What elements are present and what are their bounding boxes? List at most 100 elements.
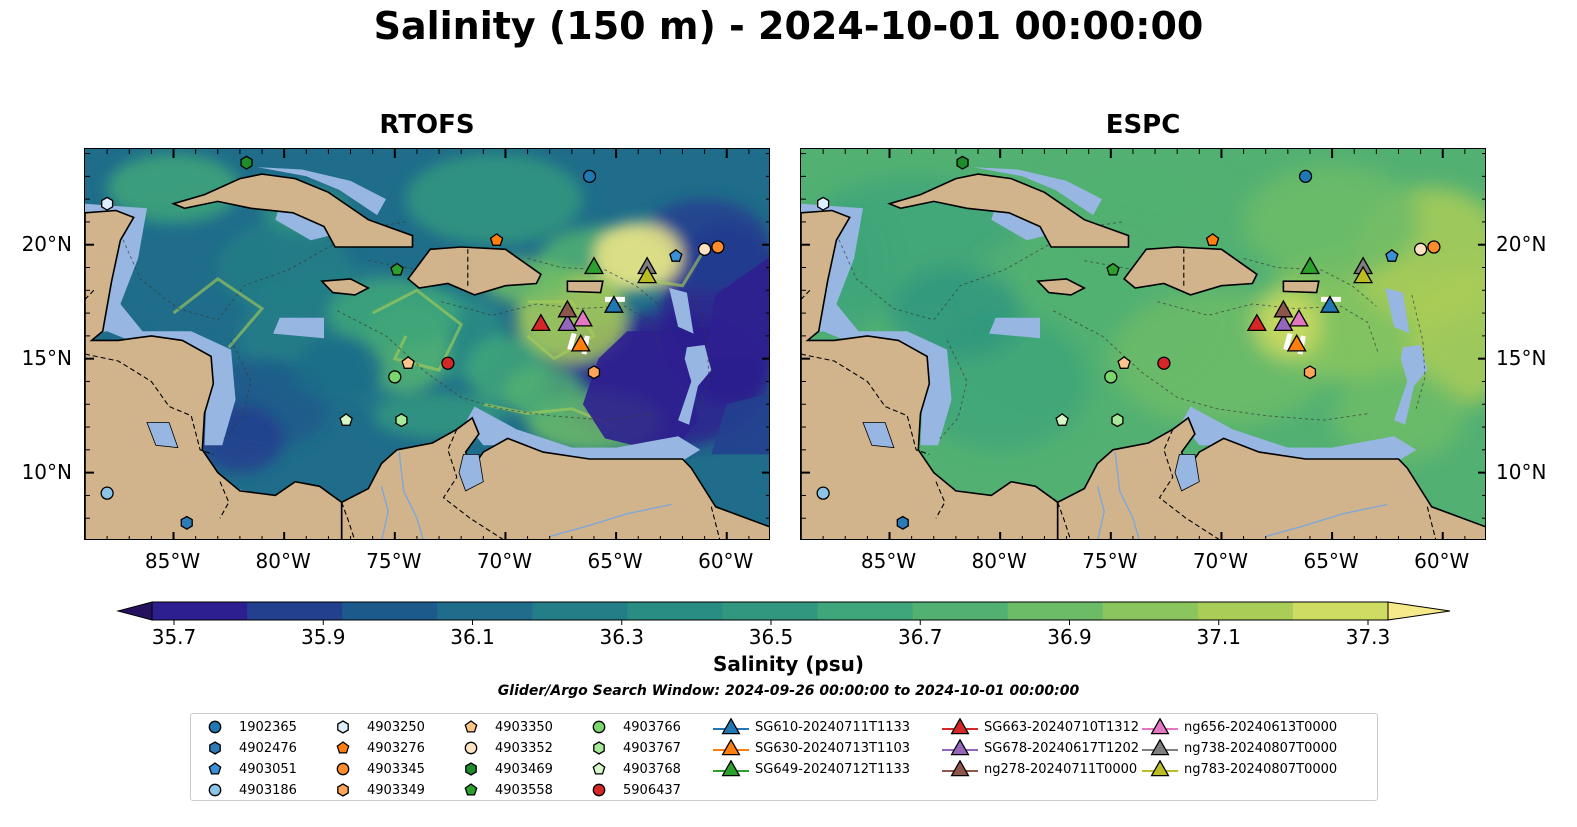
legend-label: 4903767 bbox=[623, 740, 681, 756]
map-panel-rtofs[interactable] bbox=[84, 148, 770, 540]
marker-4903768[interactable] bbox=[339, 413, 353, 426]
marker-4903250[interactable] bbox=[101, 196, 114, 211]
marker-SG630-20240713T1103[interactable] bbox=[1286, 333, 1307, 352]
marker-ng656-20240613T0000[interactable] bbox=[572, 308, 593, 327]
marker-4903345[interactable] bbox=[1427, 240, 1441, 254]
legend-symbol-icon[interactable] bbox=[464, 720, 478, 733]
marker-4903350[interactable] bbox=[1117, 356, 1131, 369]
legend-item: SG610-20240711T1133 bbox=[713, 718, 910, 736]
legend-symbol-icon[interactable] bbox=[1150, 718, 1170, 735]
marker-SG649-20240712T1133[interactable] bbox=[583, 256, 605, 275]
lake bbox=[862, 422, 895, 449]
marker-SG663-20240710T1312[interactable] bbox=[530, 313, 551, 332]
marker-4903276[interactable] bbox=[489, 233, 504, 246]
search-window-text: Glider/Argo Search Window: 2024-09-26 00… bbox=[497, 683, 1080, 699]
legend-symbol-icon[interactable] bbox=[464, 741, 478, 755]
marker-4903766[interactable] bbox=[1104, 370, 1118, 384]
marker-1902365[interactable] bbox=[582, 169, 597, 183]
marker-5906437[interactable] bbox=[1157, 356, 1171, 370]
marker-ng278-20240711T0000[interactable] bbox=[1273, 299, 1294, 318]
legend-symbol-icon[interactable] bbox=[336, 741, 350, 754]
marker-4903767[interactable] bbox=[395, 413, 408, 428]
marker-SG663-20240710T1312[interactable] bbox=[1246, 313, 1267, 332]
country-border bbox=[801, 289, 811, 300]
legend-symbol-icon[interactable] bbox=[337, 783, 349, 797]
legend-symbol-icon[interactable] bbox=[1150, 760, 1170, 777]
marker-SG630-20240713T1103[interactable] bbox=[570, 333, 591, 352]
legend-item: 4903768 bbox=[589, 760, 681, 778]
legend-symbol-icon[interactable] bbox=[337, 720, 349, 734]
legend-symbol-icon[interactable] bbox=[592, 762, 606, 775]
legend-marker-circle-icon bbox=[592, 720, 606, 734]
legend-symbol-icon[interactable] bbox=[593, 741, 605, 755]
isobath-line bbox=[1157, 301, 1380, 355]
legend-symbol-icon[interactable] bbox=[721, 718, 741, 735]
marker-ng783-20240807T0000[interactable] bbox=[1353, 265, 1374, 284]
legend-marker-hexagon-icon bbox=[209, 741, 221, 755]
salinity-field bbox=[107, 153, 769, 473]
marker-4903276[interactable] bbox=[1205, 233, 1220, 246]
marker-4903350[interactable] bbox=[401, 356, 415, 369]
marker-4903352[interactable] bbox=[1413, 242, 1428, 256]
legend-item: SG678-20240617T1202 bbox=[942, 739, 1139, 757]
marker-4903250[interactable] bbox=[817, 196, 830, 211]
marker-4902476[interactable] bbox=[896, 515, 909, 530]
legend-label: 5906437 bbox=[623, 782, 681, 798]
map-panel-espc[interactable] bbox=[800, 148, 1486, 540]
legend-marker-circle-icon bbox=[464, 741, 478, 755]
marker-SG678-20240617T1202[interactable] bbox=[1273, 313, 1294, 332]
marker-ng278-20240711T0000[interactable] bbox=[557, 299, 578, 318]
legend-symbol-icon[interactable] bbox=[1150, 739, 1170, 756]
colorbar-segment bbox=[817, 602, 914, 620]
colorbar-tick-label: 35.7 bbox=[152, 625, 197, 649]
marker-4903051[interactable] bbox=[1385, 248, 1399, 262]
marker-SG610-20240711T1133[interactable] bbox=[1319, 295, 1340, 313]
legend-symbol-icon[interactable] bbox=[208, 783, 222, 797]
marker-4903349[interactable] bbox=[1303, 365, 1317, 380]
marker-5906437[interactable] bbox=[441, 356, 455, 370]
marker-ng783-20240807T0000[interactable] bbox=[637, 265, 658, 284]
marker-4903051[interactable] bbox=[669, 248, 683, 262]
marker-SG649-20240712T1133[interactable] bbox=[1299, 256, 1321, 275]
marker-ng656-20240613T0000[interactable] bbox=[1288, 308, 1309, 327]
legend-symbol-icon[interactable] bbox=[464, 783, 478, 796]
legend-label: 4903186 bbox=[239, 782, 297, 798]
marker-4903469[interactable] bbox=[956, 155, 969, 170]
legend-symbol-icon[interactable] bbox=[950, 760, 970, 777]
marker-4903349[interactable] bbox=[587, 365, 601, 380]
legend-symbol-icon[interactable] bbox=[208, 720, 222, 734]
legend-label: SG630-20240713T1103 bbox=[755, 740, 911, 756]
legend-marker-triangle-icon bbox=[713, 760, 749, 777]
legend-symbol-icon[interactable] bbox=[721, 760, 741, 777]
lat-tick-label-left: 20°N bbox=[21, 231, 72, 256]
marker-4903558[interactable] bbox=[1106, 262, 1120, 276]
marker-4903768[interactable] bbox=[1055, 413, 1069, 426]
legend-symbol-icon[interactable] bbox=[336, 762, 350, 776]
marker-4902476[interactable] bbox=[180, 515, 193, 530]
marker-SG610-20240711T1133[interactable] bbox=[603, 295, 624, 313]
legend-marker-pentagon-icon bbox=[336, 741, 350, 754]
river bbox=[380, 486, 389, 539]
legend-symbol-icon[interactable] bbox=[209, 741, 221, 755]
legend-symbol-icon[interactable] bbox=[721, 739, 741, 756]
legend-symbol-icon[interactable] bbox=[592, 783, 606, 797]
marker-4903558[interactable] bbox=[390, 262, 404, 276]
isobath-line bbox=[441, 301, 664, 355]
salinity-field bbox=[801, 153, 1485, 462]
marker-SG678-20240617T1202[interactable] bbox=[557, 313, 578, 332]
marker-4903352[interactable] bbox=[697, 242, 712, 256]
colorbar-segment bbox=[912, 602, 1009, 620]
legend-symbol-icon[interactable] bbox=[208, 762, 222, 775]
legend-symbol-icon[interactable] bbox=[592, 720, 606, 734]
marker-4903767[interactable] bbox=[1111, 413, 1124, 428]
marker-4903186[interactable] bbox=[100, 486, 114, 500]
marker-1902365[interactable] bbox=[1298, 169, 1313, 183]
legend-symbol-icon[interactable] bbox=[465, 762, 477, 776]
marker-4903469[interactable] bbox=[240, 155, 253, 170]
marker-4903766[interactable] bbox=[388, 370, 402, 384]
legend-symbol-icon[interactable] bbox=[950, 718, 970, 735]
country-border bbox=[1158, 429, 1220, 539]
marker-4903345[interactable] bbox=[711, 240, 725, 254]
marker-4903186[interactable] bbox=[816, 486, 830, 500]
legend-symbol-icon[interactable] bbox=[950, 739, 970, 756]
